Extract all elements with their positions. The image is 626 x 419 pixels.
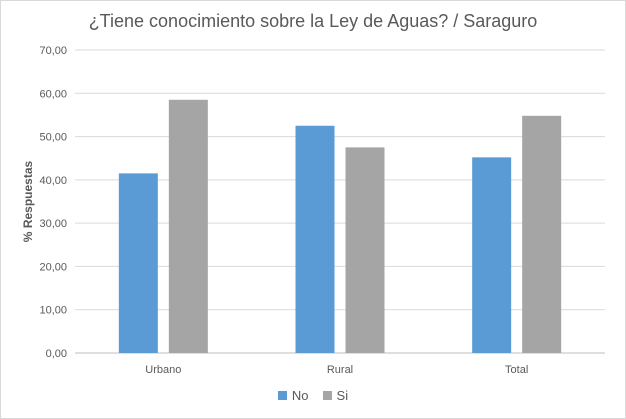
bar-si-rural xyxy=(345,147,385,353)
bar-si-urbano xyxy=(168,99,208,354)
chart-title: ¿Tiene conocimiento sobre la Ley de Agua… xyxy=(88,11,538,31)
bar-si-total xyxy=(522,115,562,354)
legend-label-si: Si xyxy=(336,388,349,403)
y-tick-label: 10,00 xyxy=(39,305,67,317)
y-tick-label: 50,00 xyxy=(39,132,67,144)
y-axis-title: % Respuestas xyxy=(21,160,35,242)
y-tick-label: 30,00 xyxy=(39,218,67,230)
bar-no-rural xyxy=(295,125,335,353)
bar-no-total xyxy=(472,157,512,353)
y-tick-label: 40,00 xyxy=(39,175,67,187)
y-tick-label: 20,00 xyxy=(39,261,67,273)
legend-swatch-no xyxy=(277,391,287,400)
legend-item-si: Si xyxy=(322,388,349,403)
bar-no-urbano xyxy=(118,173,158,353)
y-tick-label: 0,00 xyxy=(46,348,67,360)
x-tick-label: Rural xyxy=(327,364,353,376)
legend-item-no: No xyxy=(277,388,309,403)
legend-swatch-si xyxy=(322,391,332,400)
legend-label-no: No xyxy=(291,388,309,403)
y-tick-label: 60,00 xyxy=(39,88,67,100)
y-tick-label: 70,00 xyxy=(39,45,67,57)
x-tick-label: Total xyxy=(505,364,528,376)
x-tick-label: Urbano xyxy=(145,364,181,376)
legend: No Si xyxy=(0,388,626,403)
